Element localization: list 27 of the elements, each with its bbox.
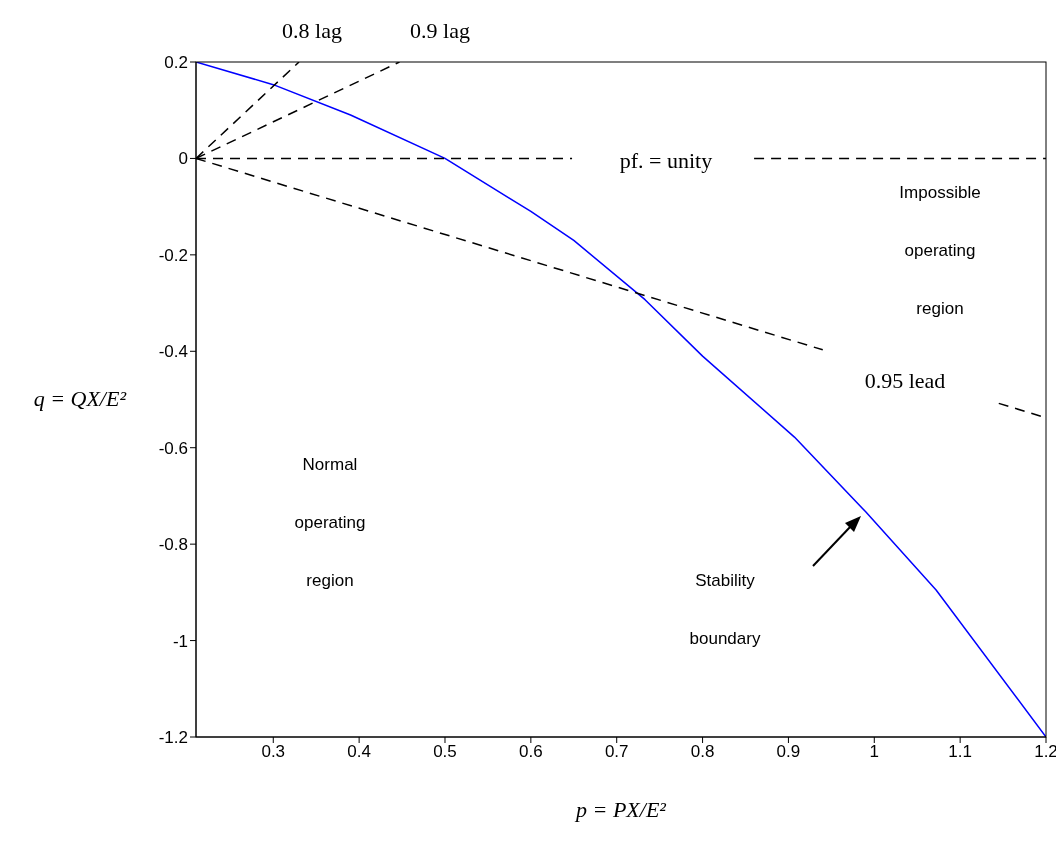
x-tick-label: 1.2 [1034,742,1058,762]
y-tick-label: 0.2 [164,53,188,73]
x-tick-label: 0.8 [690,742,715,762]
x-tick-label: 1 [869,742,880,762]
x-tick-label: 1.1 [948,742,972,762]
x-tick-label: 0.6 [519,742,543,762]
text: 0.8 lag [282,18,342,43]
y-tick-label: -0.6 [158,438,188,458]
y-axis-title: q = QX/E² [33,385,127,411]
text: Normal operating region [294,455,366,590]
text: 0.9 lag [410,18,470,43]
y-tick-label: 0 [178,149,188,169]
x-tick-label: 0.9 [776,742,801,762]
text: Stability boundary [689,571,761,648]
x-axis-title: p = PX/E² [574,797,667,822]
annotation: pf. = unity [619,148,713,173]
y-tick-label: -0.4 [158,342,188,362]
y-tick-label: -0.2 [158,245,188,265]
text: Impossible operating region [899,183,981,318]
x-tick-label: 0.5 [433,742,457,762]
x-tick-label: 0.7 [604,742,629,762]
annotation: 0.95 lead [864,368,946,393]
y-tick-label: -0.8 [158,535,188,555]
x-tick-label: 0.3 [261,742,286,762]
y-tick-label: -1.2 [158,728,188,748]
x-tick-label: 0.4 [347,742,371,762]
y-tick-label: -1 [172,631,188,651]
